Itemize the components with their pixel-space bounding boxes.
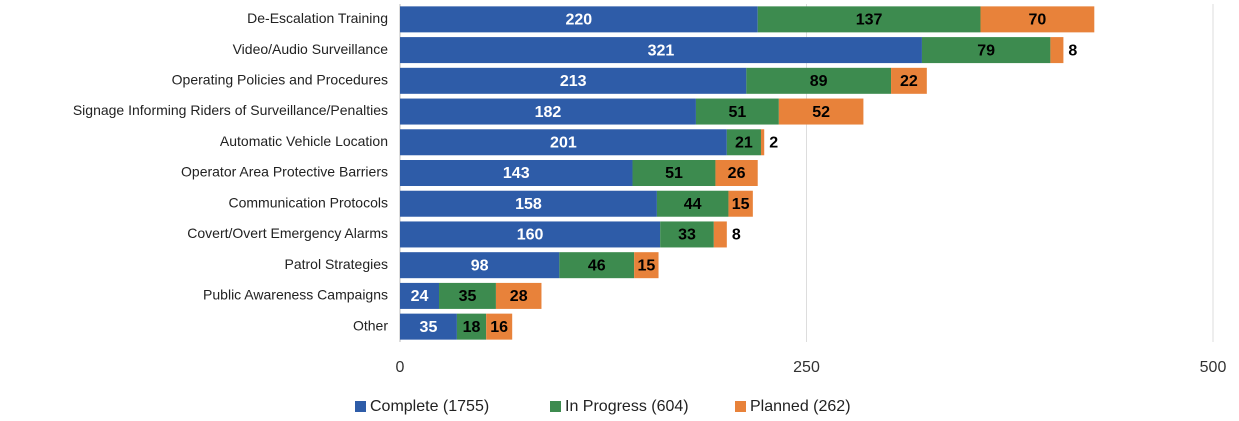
data-label: 35: [420, 319, 438, 336]
bar-segment: [439, 282, 496, 309]
data-label: 33: [678, 227, 696, 244]
data-label: 79: [977, 42, 995, 59]
legend-label: Planned (262): [750, 398, 851, 415]
data-label: 44: [684, 196, 702, 213]
data-label: 21: [735, 134, 753, 151]
category-label: Automatic Vehicle Location: [220, 133, 388, 149]
category-label: Operating Policies and Procedures: [172, 72, 388, 88]
data-label: 70: [1028, 12, 1046, 29]
data-label: 46: [588, 257, 606, 274]
data-label: 52: [812, 104, 830, 121]
category-label: Video/Audio Surveillance: [233, 41, 389, 57]
data-label: 137: [856, 12, 883, 29]
bar-segment: [400, 190, 657, 217]
data-label: 51: [665, 165, 683, 182]
x-tick-label: 250: [793, 359, 820, 376]
legend-label: Complete (1755): [370, 398, 489, 415]
data-label: 15: [637, 257, 655, 274]
legend-label: In Progress (604): [565, 398, 689, 415]
bar-segment: [400, 252, 560, 279]
data-label: 213: [560, 73, 587, 90]
data-label: 321: [648, 42, 675, 59]
bar-segment: [921, 37, 1051, 64]
data-label: 15: [732, 196, 750, 213]
bar-segment: [760, 129, 765, 156]
data-label: 201: [550, 134, 577, 151]
data-label: 182: [535, 104, 562, 121]
category-label: Communication Protocols: [228, 194, 388, 210]
bar-segment: [728, 190, 753, 217]
bar-segment: [715, 160, 758, 186]
data-label: 51: [728, 104, 746, 121]
bar-segment: [456, 313, 487, 340]
category-label: Operator Area Protective Barriers: [181, 164, 388, 180]
data-label: 8: [732, 227, 741, 244]
bar-segment: [634, 252, 659, 279]
bar-segment: [656, 190, 729, 217]
bar-segment: [495, 282, 542, 309]
data-label: 28: [510, 288, 528, 305]
data-label: 160: [517, 227, 544, 244]
data-label: 8: [1068, 42, 1077, 59]
bar-segment: [660, 221, 714, 248]
data-label: 2: [769, 134, 778, 151]
data-label: 35: [459, 288, 477, 305]
data-label: 220: [566, 12, 593, 29]
bar-segment: [757, 6, 981, 33]
category-label: Other: [353, 317, 388, 333]
data-label: 89: [810, 73, 828, 90]
x-tick-label: 500: [1200, 359, 1227, 376]
bar-segment: [400, 221, 661, 248]
x-tick-label: 0: [396, 359, 405, 376]
data-label: 26: [728, 165, 746, 182]
bar-segment: [400, 313, 457, 340]
category-label: Patrol Strategies: [285, 256, 389, 272]
category-label: Public Awareness Campaigns: [203, 287, 388, 303]
bar-segment: [778, 98, 864, 125]
legend-swatch: [355, 401, 366, 412]
data-label: 98: [471, 257, 489, 274]
data-label: 24: [411, 288, 429, 305]
data-label: 22: [900, 73, 918, 90]
bar-segment: [891, 67, 927, 94]
bar-segment: [559, 252, 635, 279]
bar-segment: [400, 282, 440, 309]
data-label: 158: [515, 196, 542, 213]
bar-segment: [400, 160, 633, 186]
bar-segment: [400, 67, 747, 94]
bar-segment: [695, 98, 779, 125]
legend-swatch: [550, 401, 561, 412]
data-label: 143: [503, 165, 530, 182]
bar-segment: [746, 67, 892, 94]
bar-segment: [400, 37, 922, 64]
bar-segment: [632, 160, 716, 186]
category-label: De-Escalation Training: [247, 10, 388, 26]
data-label: 16: [490, 319, 508, 336]
bar-segment: [980, 6, 1095, 33]
bar-segment: [400, 6, 758, 33]
bar-segment: [400, 98, 696, 125]
bar-segment: [486, 313, 513, 340]
category-label: Covert/Overt Emergency Alarms: [187, 225, 388, 241]
category-label: Signage Informing Riders of Surveillance…: [73, 102, 388, 118]
bar-segment: [1050, 37, 1064, 64]
data-label: 18: [463, 319, 481, 336]
bar-segment: [400, 129, 727, 156]
bar-segment: [726, 129, 761, 156]
bar-segment: [713, 221, 727, 248]
legend-swatch: [735, 401, 746, 412]
